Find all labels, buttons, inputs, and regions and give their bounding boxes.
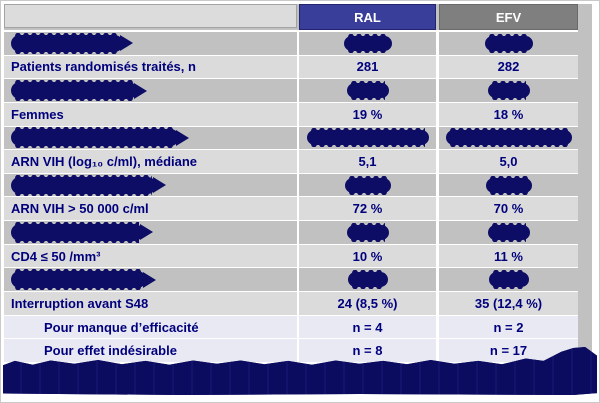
redaction-blob-tip (140, 224, 153, 241)
label-cell: Patients randomisés traités, n (4, 55, 297, 79)
ral-cell: n = 4 (299, 315, 436, 339)
redaction-blob (11, 221, 143, 241)
label-cell: ARN VIH > 50 000 c/ml (4, 197, 297, 221)
ral-cell: 281 (299, 55, 436, 79)
ral-cell: 24 (8,5 %) (299, 292, 436, 315)
ral-cell (299, 173, 436, 197)
redaction-blob-tip (153, 177, 166, 194)
table-row: Femmes 19 % 18 % (4, 102, 578, 126)
redaction-blob (11, 269, 146, 289)
table-header-row: RAL EFV (4, 4, 592, 30)
ral-cell: 10 % (299, 244, 436, 268)
efv-cell (439, 32, 578, 55)
redaction-blob-tip (176, 129, 189, 146)
efv-cell: 5,0 (439, 150, 578, 173)
efv-cell (439, 79, 578, 102)
table-row: Interruption avant S48 24 (8,5 %) 35 (12… (4, 292, 578, 315)
redaction-blob (11, 32, 123, 52)
label-cell: ARN VIH (log₁₀ c/ml), médiane (4, 150, 297, 173)
redaction-blob (11, 127, 179, 147)
table-row: CD4 ≤ 50 /mm³ 10 % 11 % (4, 244, 578, 268)
ral-cell (299, 126, 436, 150)
label-cell: Femmes (4, 102, 297, 126)
label-cell (4, 79, 297, 102)
label-cell (4, 32, 297, 55)
redaction-blob (344, 175, 391, 193)
table-row-redacted (4, 173, 578, 197)
table-row-redacted (4, 221, 578, 244)
table-row-redacted (4, 126, 578, 150)
efv-cell: 70 % (439, 197, 578, 221)
label-cell (4, 221, 297, 244)
efv-cell: n = 17 (439, 339, 578, 362)
efv-cell (439, 221, 578, 244)
redaction-blob (346, 81, 389, 99)
efv-cell: 11 % (439, 244, 578, 268)
label-cell (4, 173, 297, 197)
redaction-blob (347, 270, 388, 288)
table-subrow: Pour effet indésirable n = 8 n = 17 (4, 339, 578, 362)
ral-cell (299, 32, 436, 55)
efv-cell (439, 173, 578, 197)
table-row: ARN VIH (log₁₀ c/ml), médiane 5,1 5,0 (4, 150, 578, 173)
ral-cell: 72 % (299, 197, 436, 221)
redaction-blob (343, 33, 392, 51)
label-cell: CD4 ≤ 50 /mm³ (4, 244, 297, 268)
efv-cell (439, 126, 578, 150)
label-cell: Interruption avant S48 (4, 292, 297, 315)
header-cell-ral: RAL (299, 4, 436, 30)
header-cell-efv: EFV (439, 4, 578, 30)
table-backdrop: RAL EFV Patients randomisés traités, n 2… (4, 4, 592, 362)
redaction-blob (484, 33, 533, 51)
ral-cell (299, 268, 436, 292)
efv-cell: 35 (12,4 %) (439, 292, 578, 315)
label-cell (4, 268, 297, 292)
ral-cell: 5,1 (299, 150, 436, 173)
redaction-blob-tip (143, 271, 156, 288)
table-subrow: Pour manque d’efficacité n = 4 n = 2 (4, 315, 578, 339)
efv-cell: 18 % (439, 102, 578, 126)
table-row-redacted (4, 32, 578, 55)
table-row: ARN VIH > 50 000 c/ml 72 % 70 % (4, 197, 578, 221)
redaction-blob (485, 175, 532, 193)
efv-cell: 282 (439, 55, 578, 79)
efv-cell (439, 268, 578, 292)
label-cell (4, 126, 297, 150)
redaction-blob (306, 128, 429, 146)
table-row: Patients randomisés traités, n 281 282 (4, 55, 578, 79)
redaction-blob (346, 222, 389, 240)
redaction-blob (445, 128, 572, 146)
ral-cell (299, 221, 436, 244)
label-cell: Pour manque d’efficacité (4, 315, 297, 339)
redaction-blob (487, 81, 530, 99)
redaction-blob-tip (134, 82, 147, 99)
table-body: Patients randomisés traités, n 281 282 F… (4, 30, 578, 362)
redaction-blob (11, 80, 137, 100)
redaction-blob (487, 222, 530, 240)
label-cell: Pour effet indésirable (4, 339, 297, 362)
efv-cell: n = 2 (439, 315, 578, 339)
redaction-blob (488, 270, 529, 288)
ral-cell: 19 % (299, 102, 436, 126)
header-empty-cell (4, 4, 297, 28)
ral-cell: n = 8 (299, 339, 436, 362)
table-row-redacted (4, 268, 578, 292)
ral-cell (299, 79, 436, 102)
table-row-redacted (4, 79, 578, 102)
redaction-blob (11, 174, 156, 194)
redaction-blob-tip (120, 35, 133, 52)
